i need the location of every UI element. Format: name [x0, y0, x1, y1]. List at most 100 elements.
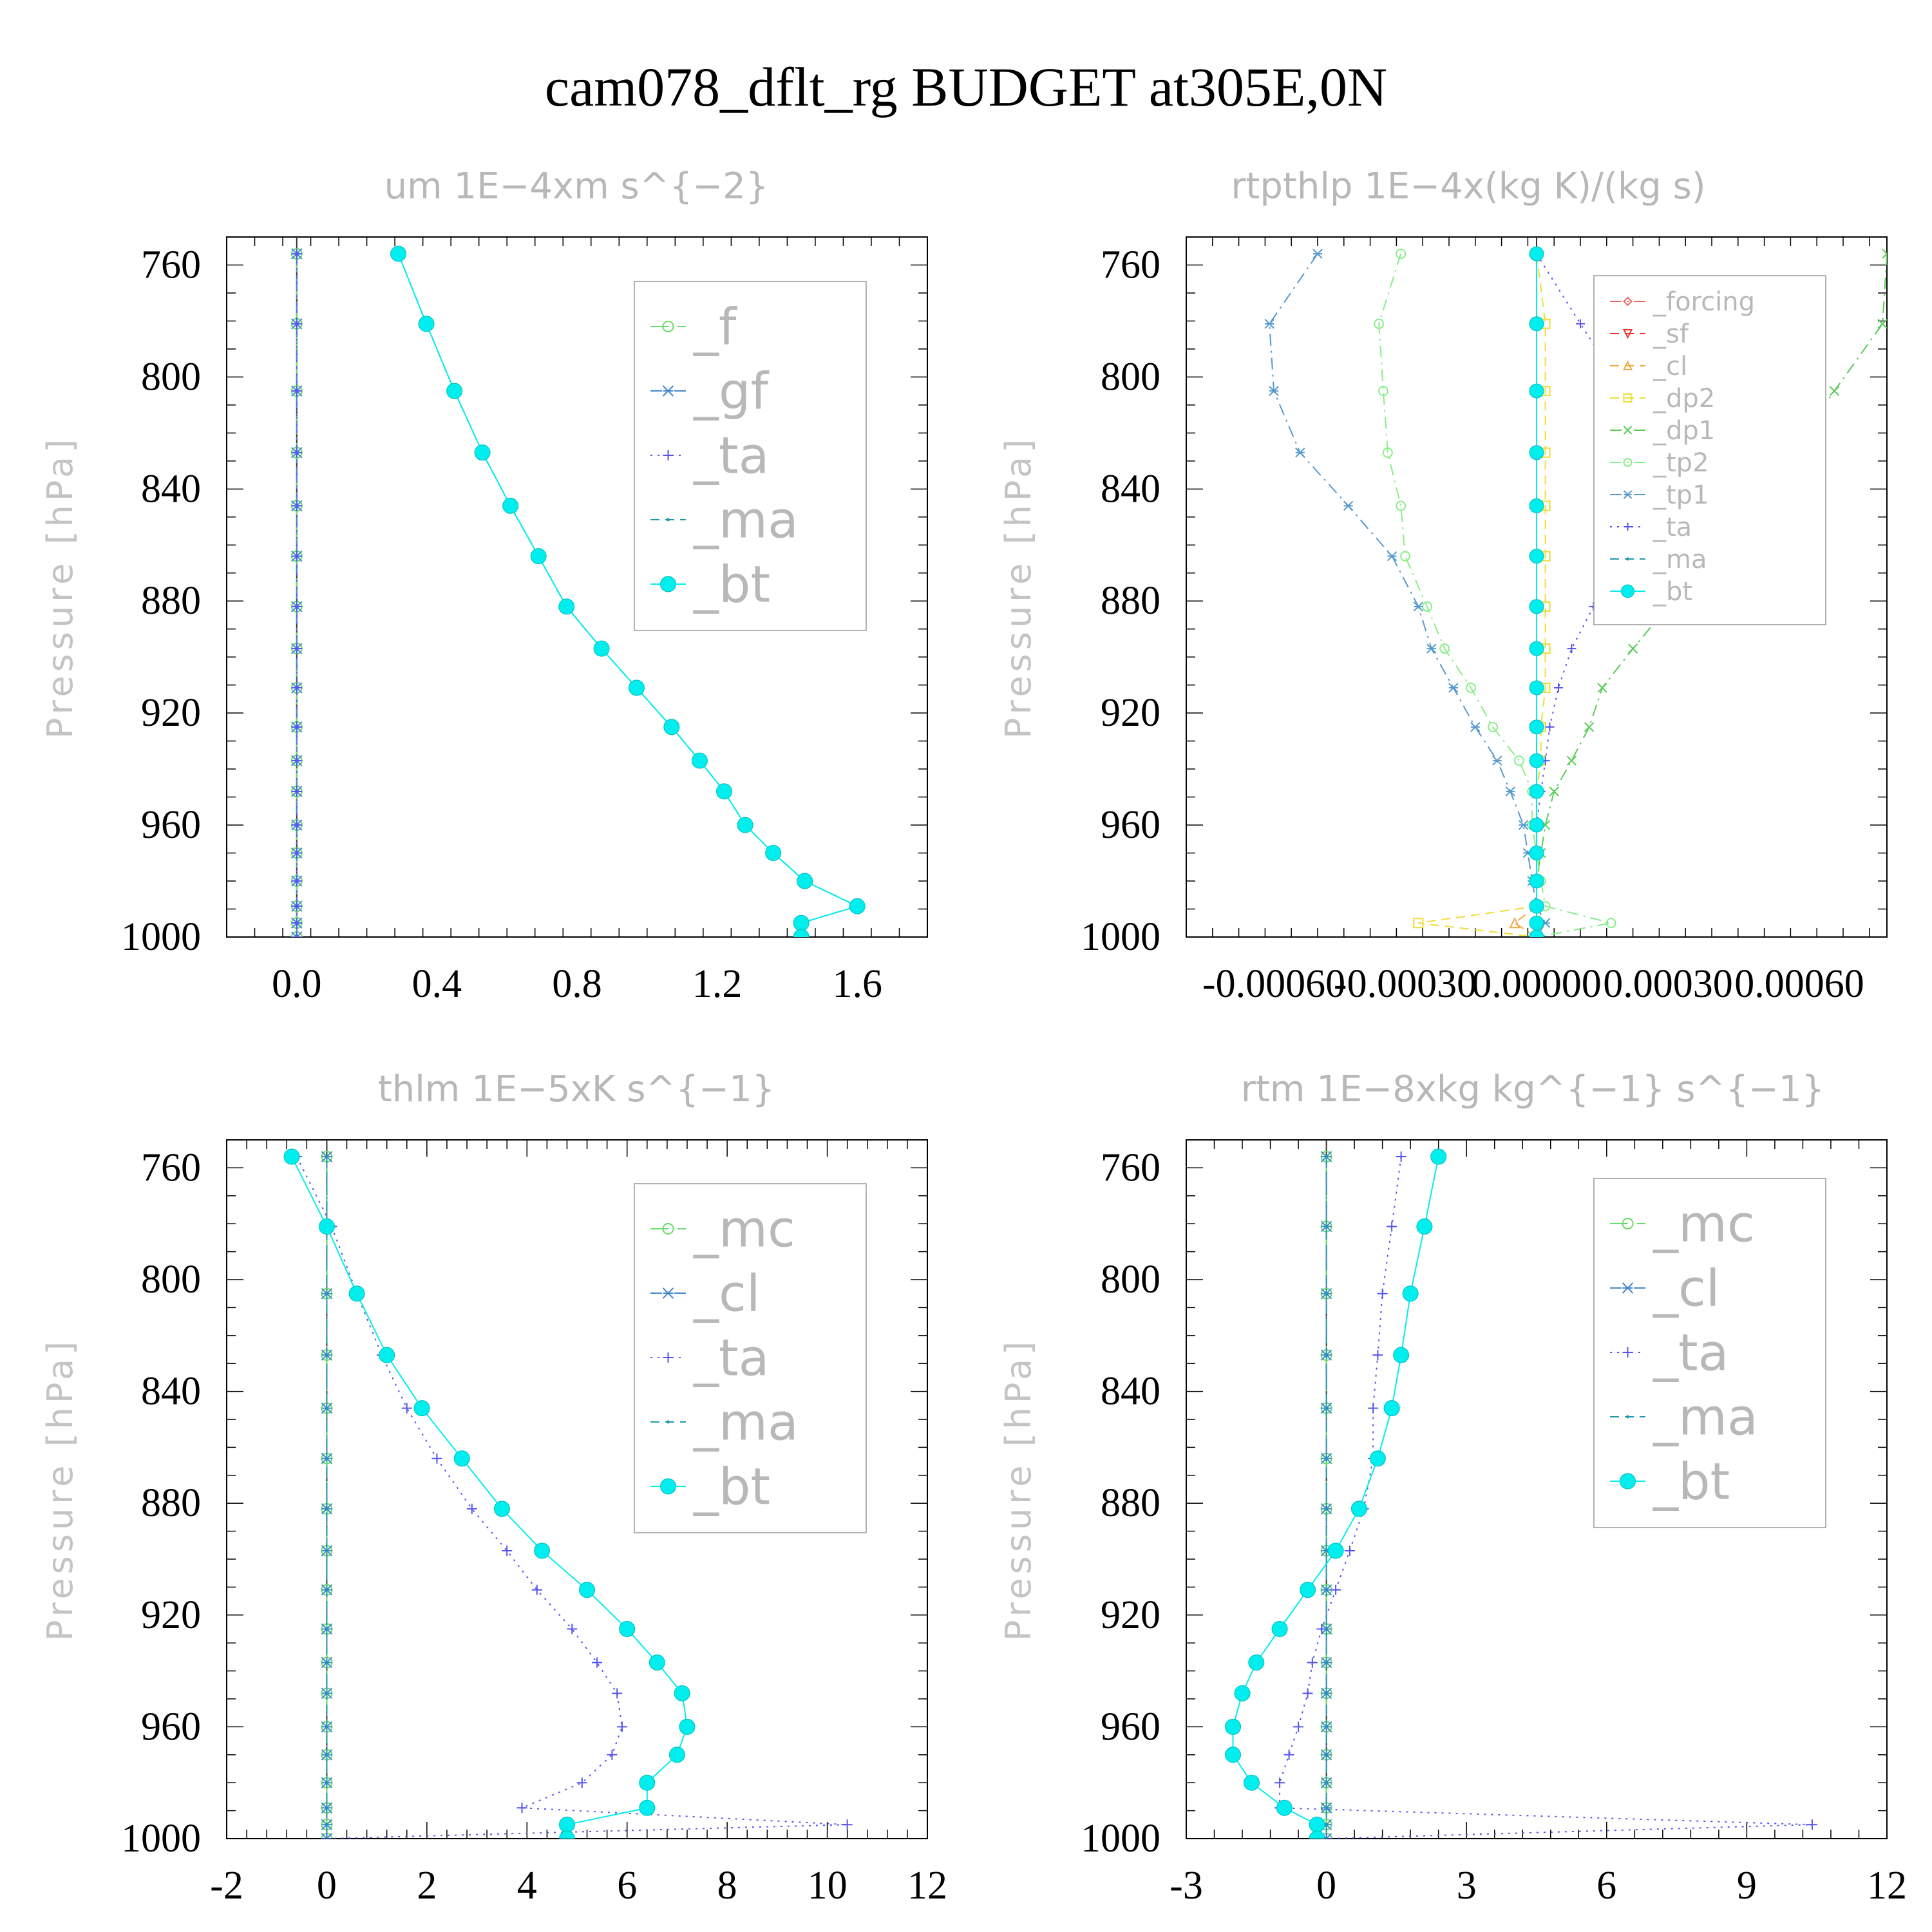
- marker: [616, 1721, 627, 1732]
- panel-4: 760 800 840 880 920 960 1000-3 0 3 6 9 12 rtm 1E−8xk…: [998, 1068, 1907, 1908]
- marker: [567, 1624, 578, 1634]
- legend-label: _tp1: [1653, 480, 1709, 510]
- x-tick-label: 2: [417, 1864, 437, 1908]
- legend-label: _bt: [1653, 577, 1692, 607]
- marker: [612, 1688, 623, 1699]
- marker: [1295, 448, 1305, 458]
- marker: [1248, 1654, 1265, 1671]
- marker: [1343, 500, 1354, 511]
- panel-title: rtm 1E−8xkg kg^{−1} s^{−1}: [1241, 1068, 1824, 1110]
- marker: [291, 551, 302, 562]
- marker: [737, 817, 753, 833]
- marker: [1382, 447, 1393, 458]
- y-tick-label: 960: [141, 803, 201, 847]
- marker: [1439, 643, 1450, 654]
- marker: [502, 1545, 513, 1556]
- panel-title: thlm 1E−5xK s^{−1}: [378, 1068, 775, 1110]
- marker: [325, 1691, 328, 1695]
- x-tick-label: 3: [1457, 1864, 1477, 1908]
- x-tick-label: -0.00060: [1202, 962, 1345, 1006]
- legend: _f _gf _ta _ma _bt: [634, 281, 867, 631]
- marker: [466, 1503, 477, 1514]
- legend: _forcing_sf _cl _dp2 _dp1_tp2_tp1 _ta _ma _bt: [1593, 275, 1826, 625]
- y-tick-label: 880: [1101, 579, 1160, 623]
- legend: _mc _cl _ta _ma _bt: [634, 1183, 867, 1533]
- marker: [1470, 722, 1481, 732]
- x-tick-label: 0.4: [412, 962, 462, 1006]
- y-tick-label: 920: [1101, 691, 1160, 735]
- y-tick-label: 800: [141, 355, 201, 399]
- marker: [431, 1453, 442, 1464]
- panel-2: 7608008408809209601000-0.00060-0.000300.…: [998, 166, 1888, 1006]
- marker: [576, 1777, 587, 1788]
- marker: [321, 1833, 332, 1839]
- marker: [1402, 1285, 1419, 1302]
- series-line-bt: [291, 1156, 688, 1839]
- marker: [1549, 786, 1559, 797]
- y-tick-label: 760: [1101, 1146, 1160, 1189]
- marker: [639, 1799, 656, 1816]
- y-tick-label: 760: [141, 243, 201, 287]
- marker: [1269, 386, 1279, 396]
- marker: [1321, 1833, 1332, 1839]
- marker: [1627, 643, 1638, 654]
- marker: [1234, 1685, 1251, 1701]
- marker: [1225, 1718, 1242, 1735]
- x-tick-label: 0.00000: [1472, 962, 1602, 1006]
- series-line-tp2: [1378, 253, 1611, 937]
- marker: [667, 1420, 670, 1424]
- marker: [1622, 1218, 1634, 1229]
- marker: [628, 679, 645, 696]
- marker: [1529, 817, 1544, 833]
- series-layer: [1225, 1148, 1817, 1839]
- marker: [1307, 1657, 1318, 1668]
- marker: [474, 444, 491, 461]
- marker: [1325, 1753, 1329, 1757]
- y-tick-label: 920: [141, 691, 201, 735]
- x-tick-label: 0.0: [272, 962, 322, 1006]
- marker: [1378, 386, 1388, 397]
- marker: [1309, 1816, 1325, 1833]
- y-tick-label: 760: [1101, 243, 1160, 287]
- y-tick-label: 840: [1101, 1370, 1160, 1414]
- marker: [1416, 1218, 1433, 1235]
- legend-label: _ma: [1653, 545, 1707, 574]
- marker: [534, 1542, 551, 1559]
- plot-frame: [1186, 1139, 1888, 1839]
- x-tick-label: 12: [1867, 1864, 1907, 1908]
- marker: [530, 548, 547, 565]
- marker: [1623, 393, 1633, 402]
- series-line-ta: [296, 1156, 848, 1839]
- x-tick-label: -3: [1170, 1864, 1203, 1908]
- marker: [1372, 1350, 1383, 1361]
- marker: [1623, 490, 1633, 499]
- marker: [291, 786, 302, 797]
- marker: [291, 876, 302, 887]
- marker: [325, 1549, 328, 1553]
- marker: [1374, 318, 1385, 329]
- marker: [593, 640, 610, 657]
- y-tick-label: 800: [141, 1258, 201, 1302]
- marker: [1387, 551, 1397, 562]
- plot-frame: [226, 236, 928, 938]
- marker: [1274, 1777, 1285, 1788]
- marker: [842, 1819, 853, 1830]
- series-layer: [283, 1148, 853, 1839]
- marker: [1622, 1347, 1633, 1358]
- marker: [325, 1353, 328, 1357]
- y-tick-label: 760: [141, 1146, 201, 1189]
- marker: [1492, 755, 1502, 766]
- series-line-tp1: [1269, 253, 1546, 937]
- marker: [797, 873, 813, 889]
- marker: [1331, 1584, 1341, 1595]
- marker: [325, 1457, 328, 1461]
- x-tick-label: 0: [1316, 1864, 1336, 1908]
- y-tick-label: 880: [141, 1481, 201, 1525]
- marker: [1325, 1406, 1329, 1410]
- marker: [849, 898, 866, 914]
- marker: [502, 497, 519, 514]
- marker: [1327, 1542, 1344, 1559]
- marker: [1529, 898, 1544, 914]
- marker: [1576, 319, 1585, 328]
- y-tick-label: 1000: [1081, 1817, 1160, 1861]
